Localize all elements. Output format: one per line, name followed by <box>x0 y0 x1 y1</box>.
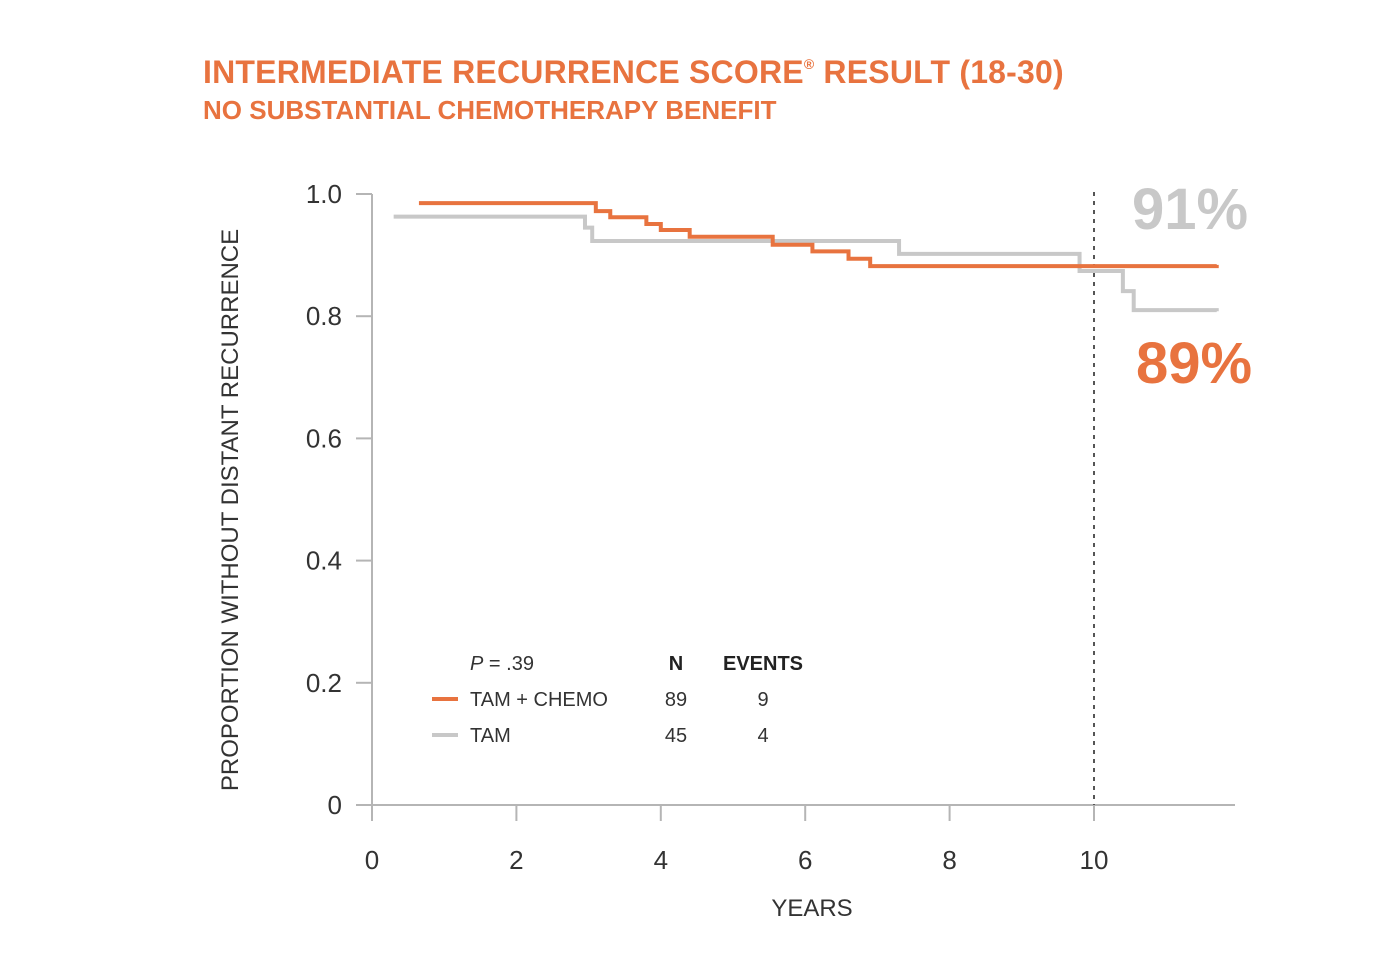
y-tick-label: 0.2 <box>306 668 342 698</box>
y-tick-label: 0.4 <box>306 546 342 576</box>
legend: P = .39 N EVENTS TAM + CHEMO 89 9 TAM 45 4 <box>432 653 803 747</box>
x-tick-label: 4 <box>654 845 668 875</box>
registered-mark: ® <box>803 56 815 72</box>
chart-subtitle: NO SUBSTANTIAL CHEMOTHERAPY BENEFIT <box>203 95 777 125</box>
chart-title-main: INTERMEDIATE RECURRENCE SCORE <box>203 54 804 90</box>
x-tick-label: 8 <box>942 845 956 875</box>
y-tick-label: 0 <box>328 790 342 820</box>
axes: 0 0.2 0.4 0.6 0.8 1.0 0 2 4 6 8 10 YEARS PROPORTION W… <box>217 179 1235 922</box>
legend-events-value: 9 <box>757 689 768 711</box>
x-tick-label: 2 <box>509 845 523 875</box>
y-tick-label: 0.6 <box>306 423 342 453</box>
series-line-tam-chemo <box>418 201 1219 269</box>
legend-events-value: 4 <box>757 725 768 747</box>
x-tick-label: 0 <box>365 845 379 875</box>
y-tick-label: 1.0 <box>306 179 342 209</box>
series-layer <box>393 201 1219 313</box>
series-line-tam <box>393 214 1219 313</box>
legend-n-value: 89 <box>665 689 687 711</box>
x-tick-label: 10 <box>1080 845 1109 875</box>
p-symbol: P <box>470 653 484 675</box>
y-axis-title: PROPORTION WITHOUT DISTANT RECURRENCE <box>217 229 244 791</box>
x-axis-title: YEARS <box>771 895 852 922</box>
y-tick-label: 0.8 <box>306 301 342 331</box>
p-value: = .39 <box>483 653 534 675</box>
p-value-label: P = .39 <box>470 653 534 675</box>
annotation-pct: 89% <box>1136 331 1252 396</box>
annotations: 91% 89% <box>1132 177 1252 396</box>
legend-series-name: TAM + CHEMO <box>470 689 608 711</box>
annotation-pct: 91% <box>1132 177 1248 242</box>
legend-n-value: 45 <box>665 725 687 747</box>
legend-col-events: EVENTS <box>723 653 803 675</box>
chart-title: INTERMEDIATE RECURRENCE SCORE® RESULT (1… <box>203 54 1064 91</box>
legend-series-name: TAM <box>470 725 511 747</box>
chart-title-tail: RESULT (18-30) <box>814 54 1064 90</box>
legend-col-n: N <box>669 653 683 675</box>
x-tick-label: 6 <box>798 845 812 875</box>
